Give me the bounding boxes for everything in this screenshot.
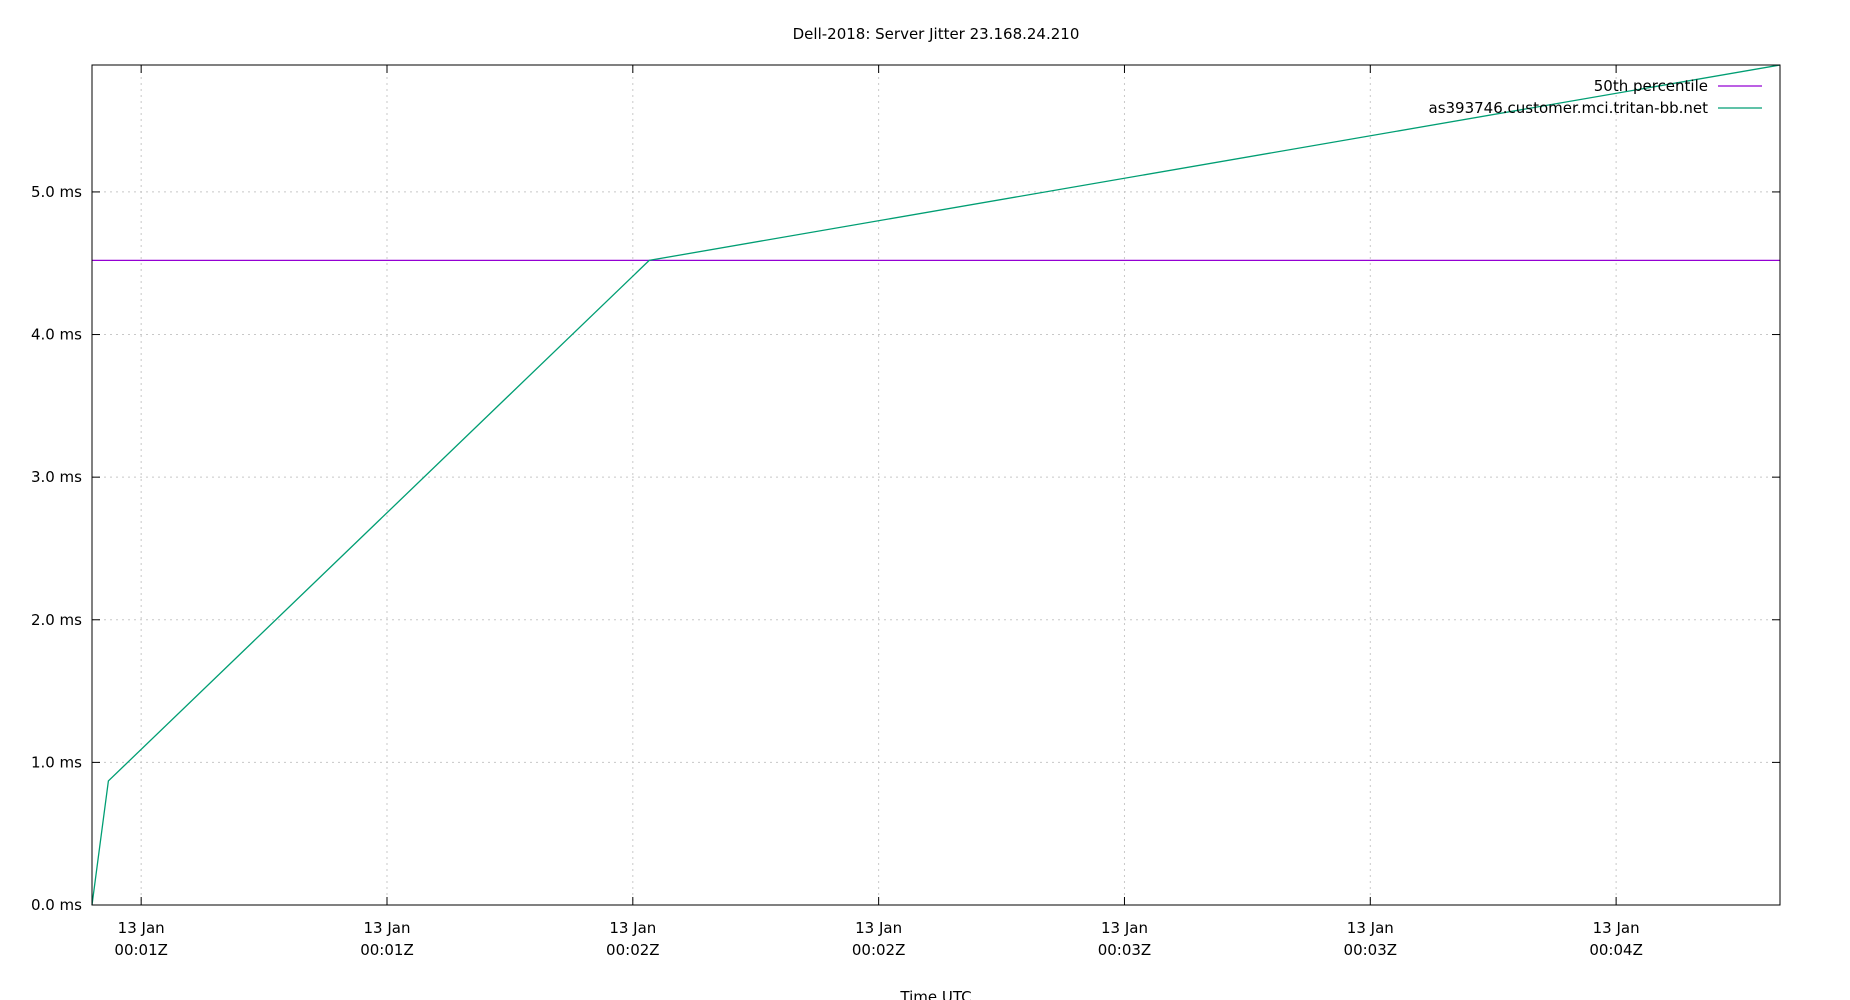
x-tick-label-time: 00:01Z [360,941,414,959]
x-tick-label-time: 00:02Z [606,941,660,959]
x-tick-label-time: 00:01Z [114,941,168,959]
x-tick-label-date: 13 Jan [363,919,410,937]
y-tick-label: 3.0 ms [31,468,82,486]
x-tick-label-date: 13 Jan [609,919,656,937]
grid [92,65,1780,905]
series-lines [91,64,1781,906]
y-tick-label: 5.0 ms [31,183,82,201]
x-tick-label-time: 00:04Z [1589,941,1643,959]
x-tick-label-date: 13 Jan [1593,919,1640,937]
series-line-1 [91,64,1781,906]
legend: 50th percentile as393746.customer.mci.tri… [1429,77,1762,117]
y-tick-label: 1.0 ms [31,753,82,771]
x-tick-label-date: 13 Jan [855,919,902,937]
x-tick-label-time: 00:03Z [1098,941,1152,959]
y-tick-label: 4.0 ms [31,326,82,344]
x-tick-label-date: 13 Jan [1101,919,1148,937]
axis-ticks: 0.0 ms 1.0 ms 2.0 ms 3.0 ms 4.0 ms 5.0 ms 13 J… [31,65,1780,959]
plot-frame [91,64,1781,906]
x-tick-label-date: 13 Jan [118,919,165,937]
x-tick-label-date: 13 Jan [1347,919,1394,937]
legend-label: 50th percentile [1594,77,1708,95]
x-tick-label-time: 00:03Z [1344,941,1398,959]
y-tick-label: 0.0 ms [31,896,82,914]
y-tick-label: 2.0 ms [31,611,82,629]
x-axis-label: Time UTC [899,988,971,1000]
legend-label: as393746.customer.mci.tritan-bb.net [1429,99,1709,117]
chart-title: Dell-2018: Server Jitter 23.168.24.210 [793,25,1080,43]
x-tick-label-time: 00:02Z [852,941,906,959]
